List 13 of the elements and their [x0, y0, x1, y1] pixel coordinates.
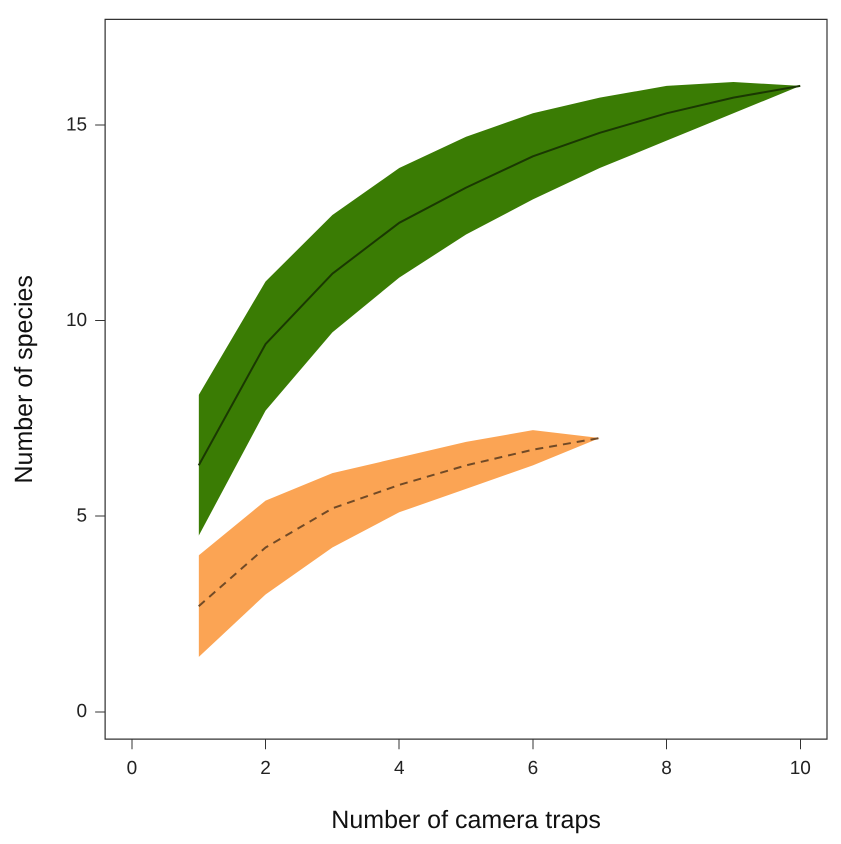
y-tick-label: 5 — [76, 505, 88, 526]
x-axis-title: Number of camera traps — [331, 806, 601, 834]
x-tick-label: 0 — [126, 758, 138, 779]
line-series — [198, 436, 601, 608]
y-tick-label: 10 — [66, 310, 88, 331]
x-tick-label: 2 — [260, 758, 271, 779]
y-axis-title: Number of species — [10, 275, 38, 484]
x-tick-label: 4 — [394, 758, 405, 779]
x-tick-label: 8 — [661, 758, 672, 779]
x-tick-label: 6 — [528, 758, 538, 779]
y-tick-label: 15 — [66, 114, 88, 136]
x-tick-label: 10 — [790, 758, 811, 779]
y-tick-label: 0 — [76, 701, 88, 722]
